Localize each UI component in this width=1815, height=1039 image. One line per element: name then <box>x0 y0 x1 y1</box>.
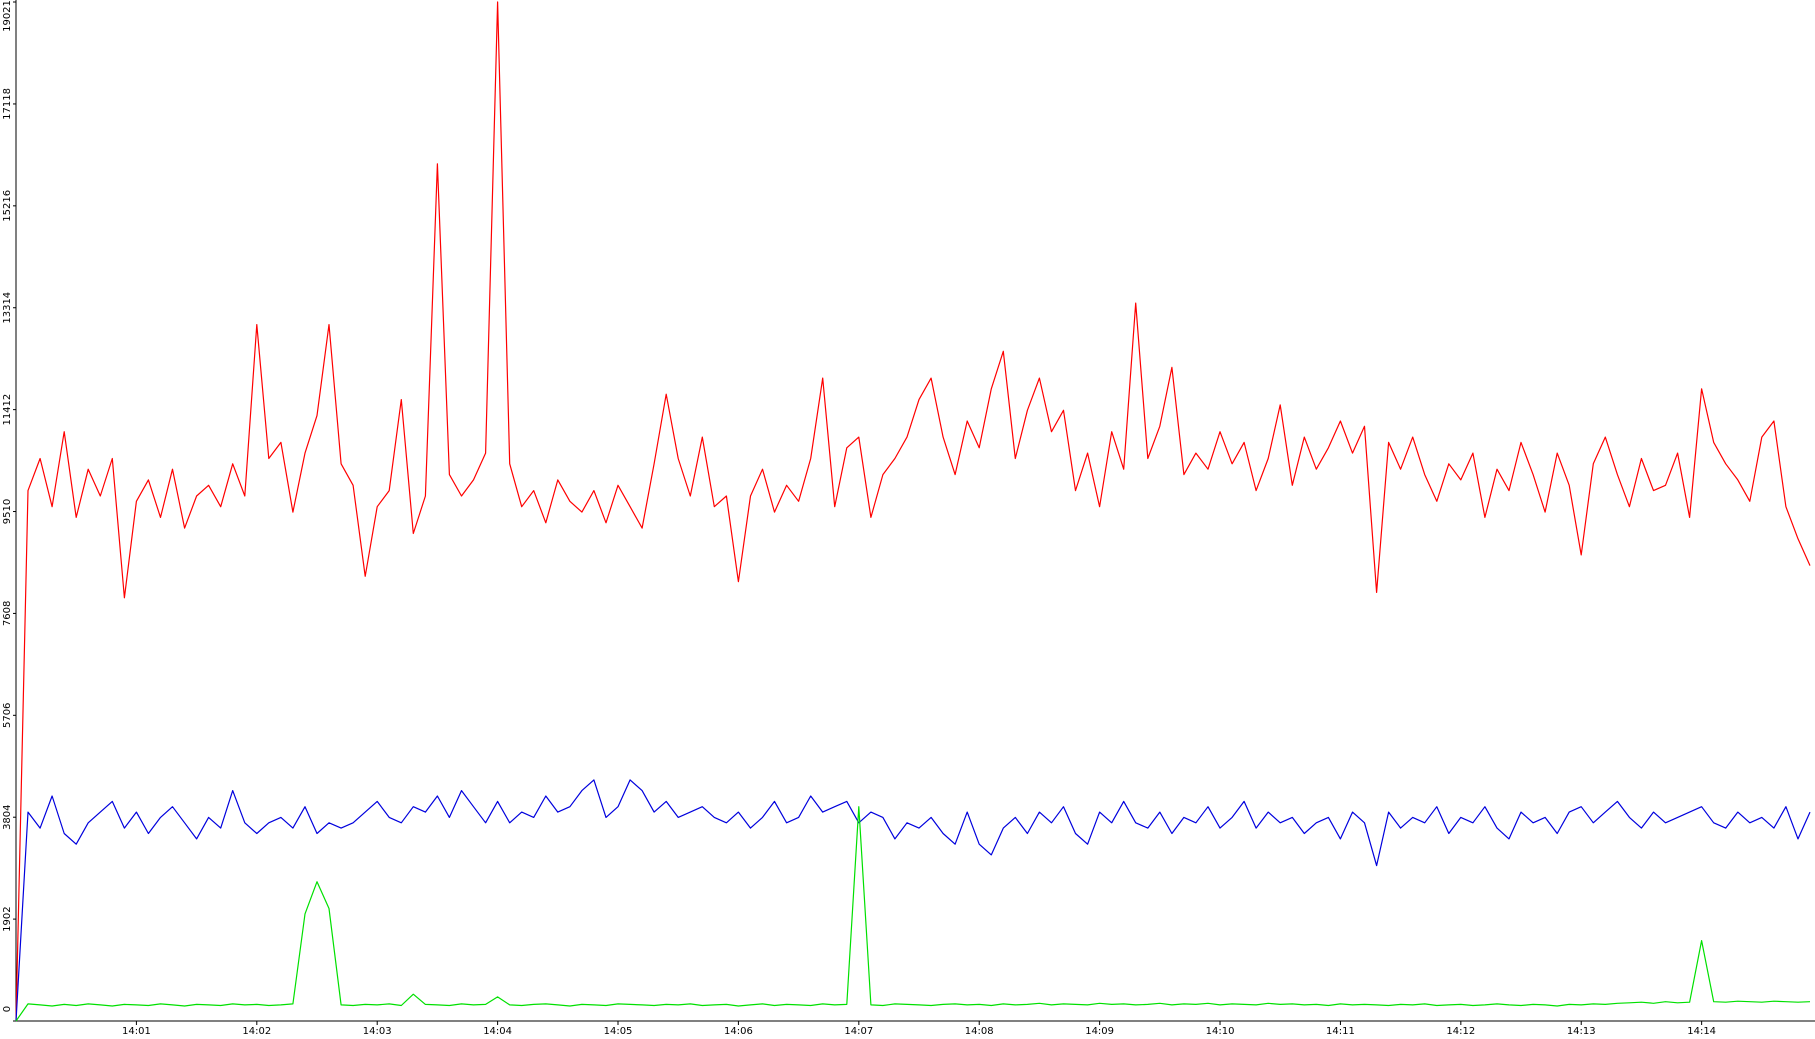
y-tick-label: 1902 <box>2 906 13 931</box>
x-tick-label: 14:11 <box>1326 1026 1355 1037</box>
y-tick-label: 3804 <box>2 804 13 829</box>
y-tick-label: 11412 <box>2 394 13 426</box>
series-line <box>15 806 1811 1022</box>
x-tick-label: 14:02 <box>242 1026 271 1037</box>
x-tick-label: 14:01 <box>122 1026 151 1037</box>
x-tick-label: 14:13 <box>1567 1026 1596 1037</box>
x-tick-label: 14:05 <box>604 1026 633 1037</box>
x-tick-label: 14:08 <box>965 1026 994 1037</box>
y-tick-label: 7608 <box>2 601 13 626</box>
x-tick-label: 14:07 <box>844 1026 873 1037</box>
x-tick-label: 14:09 <box>1085 1026 1114 1037</box>
x-tick-label: 14:10 <box>1206 1026 1235 1037</box>
x-tick-label: 14:14 <box>1687 1026 1716 1037</box>
y-tick-label: 15216 <box>2 190 13 222</box>
y-tick-label: 5706 <box>2 703 13 728</box>
x-tick-label: 14:06 <box>724 1026 753 1037</box>
series-line <box>15 1 1811 1022</box>
series-line <box>15 779 1811 1022</box>
y-tick-label: 13314 <box>2 292 13 324</box>
x-tick-label: 14:03 <box>363 1026 392 1037</box>
x-tick-label: 14:04 <box>483 1026 512 1037</box>
y-tick-label: 9510 <box>2 499 13 524</box>
y-tick-label: 0 <box>2 1006 13 1012</box>
x-tick-label: 14:12 <box>1446 1026 1475 1037</box>
y-tick-label: 17118 <box>2 88 13 120</box>
y-tick-label: 19021 <box>2 0 13 32</box>
